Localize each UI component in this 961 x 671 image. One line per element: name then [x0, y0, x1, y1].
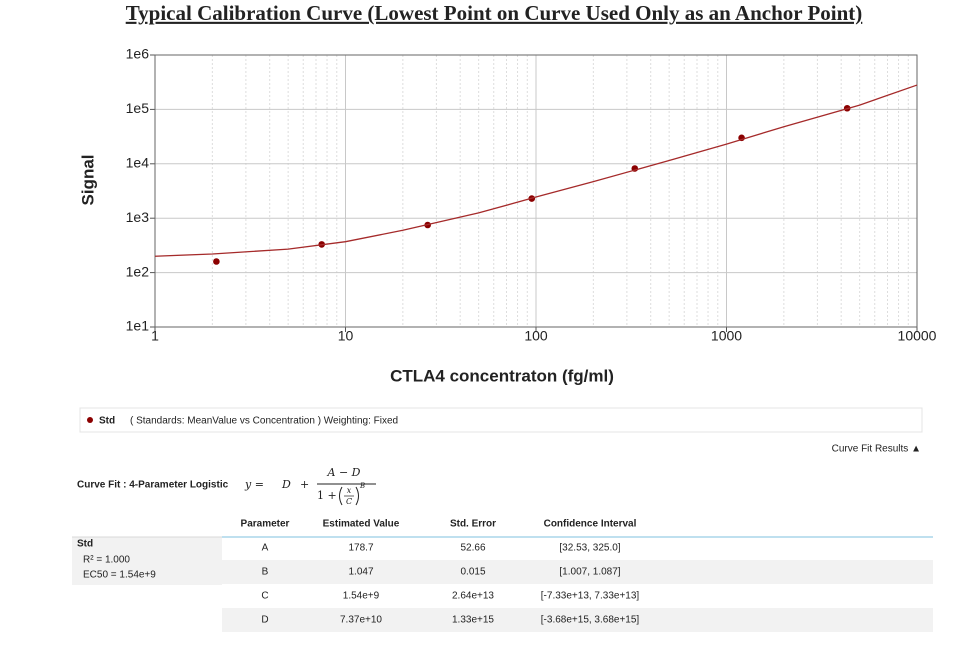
fit-curve: [154, 84, 918, 257]
table-cell: 2.64e+13: [452, 591, 494, 602]
formula-text: A − D: [327, 466, 361, 479]
formula-text: C: [346, 497, 352, 506]
formula: y = D + A − D 1 + x C B: [244, 466, 376, 506]
table-cell: 7.37e+10: [340, 615, 382, 626]
x-tick-label: 10000: [898, 328, 937, 344]
y-tick-label: 1e1: [126, 318, 150, 334]
legend-marker: [87, 417, 93, 423]
legend-label: Std: [99, 416, 115, 427]
x-tick-label: 1: [151, 328, 159, 344]
group-stat: R² = 1.000: [83, 555, 130, 566]
legend-box: [79, 407, 923, 433]
y-axis-label: Signal: [78, 154, 97, 205]
y-tick-label: 1e4: [126, 155, 150, 171]
group-label: Std: [77, 539, 93, 550]
table-cell: C: [261, 591, 268, 602]
table-header: Parameter: [241, 519, 290, 530]
table-cell: D: [261, 615, 268, 626]
table-cell: 1.33e+15: [452, 615, 494, 626]
row-background: [222, 608, 933, 632]
formula-text: y =: [244, 478, 264, 491]
table-cell: [1.007, 1.087]: [559, 567, 620, 578]
table-cell: 0.015: [460, 567, 485, 578]
parentheses: [339, 486, 359, 506]
chart-title: Typical Calibration Curve (Lowest Point …: [126, 1, 863, 25]
formula-text: +: [300, 478, 309, 491]
table-cell: A: [262, 543, 269, 554]
formula-text: B: [359, 482, 365, 490]
table-cell: 1.047: [348, 567, 373, 578]
y-tick-label: 1e6: [126, 46, 150, 62]
formula-text: x: [347, 486, 352, 495]
table-cell: 178.7: [348, 543, 373, 554]
y-tick-label: 1e5: [126, 100, 150, 116]
group-background: [72, 537, 222, 585]
x-axis-label: CTLA4 concentraton (fg/ml): [390, 366, 614, 385]
y-tick-label: 1e2: [126, 263, 150, 279]
table-header: Confidence Interval: [544, 519, 637, 530]
row-background: [222, 560, 933, 584]
plot-frame: [154, 54, 918, 328]
x-tick-label: 1000: [711, 328, 742, 344]
table-cell: B: [262, 567, 269, 578]
table-header: Std. Error: [450, 519, 496, 530]
table-cell: [-7.33e+13, 7.33e+13]: [541, 591, 640, 602]
curve-fit-toggle[interactable]: Curve Fit Results ▲: [832, 444, 921, 455]
table-cell: 1.54e+9: [343, 591, 380, 602]
formula-text: 1 +: [317, 489, 337, 502]
table-cell: [-3.68e+15, 3.68e+15]: [541, 615, 640, 626]
x-tick-label: 10: [338, 328, 354, 344]
curve-fit-label: Curve Fit : 4-Parameter Logistic: [77, 480, 229, 491]
group-stat: EC50 = 1.54e+9: [83, 570, 156, 581]
table-header: Estimated Value: [323, 519, 400, 530]
table-cell: [32.53, 325.0]: [559, 543, 620, 554]
formula-text: D: [281, 478, 291, 491]
y-tick-label: 1e3: [126, 209, 150, 225]
data-point: [213, 258, 220, 265]
legend-description: ( Standards: MeanValue vs Concentration …: [130, 416, 398, 427]
x-tick-label: 100: [524, 328, 548, 344]
table-cell: 52.66: [460, 543, 485, 554]
